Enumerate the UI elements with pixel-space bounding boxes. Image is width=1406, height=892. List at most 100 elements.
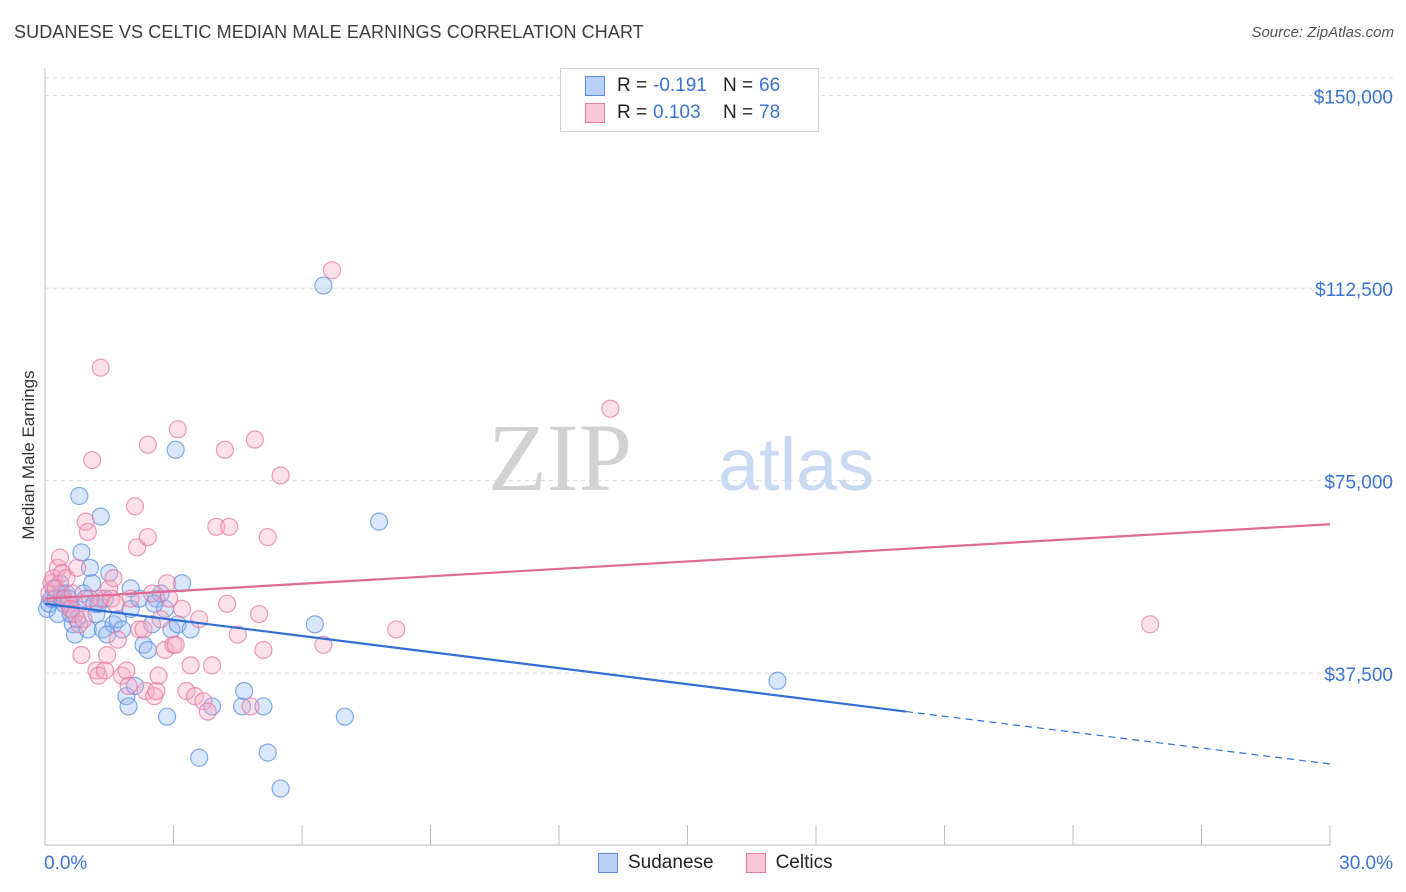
watermark: ZIP atlas	[488, 404, 874, 511]
data-point-celtics	[215, 440, 234, 459]
data-point-celtics	[157, 574, 177, 593]
data-point-celtics	[50, 548, 70, 567]
data-point-sudanese	[78, 620, 97, 639]
data-point-celtics	[72, 645, 91, 665]
x-tick-label: 0.0%	[44, 853, 87, 874]
data-point-celtics	[83, 450, 102, 470]
data-point-celtics	[198, 702, 217, 721]
series-legend: Sudanese Celtics	[598, 852, 865, 874]
data-point-celtics	[181, 656, 200, 675]
legend-r-value-celtics: 0.103	[653, 102, 701, 123]
data-point-sudanese	[235, 681, 254, 701]
data-point-sudanese	[80, 558, 100, 577]
data-point-celtics	[166, 635, 185, 654]
data-point-sudanese	[125, 676, 145, 695]
data-point-celtics	[172, 599, 192, 619]
data-point-sudanese	[768, 671, 787, 690]
data-point-sudanese	[83, 574, 102, 593]
data-point-celtics	[68, 558, 87, 577]
data-point-celtics	[155, 640, 175, 660]
data-point-celtics	[80, 589, 100, 608]
legend-r-value-sudanese: -0.191	[653, 75, 707, 96]
data-point-celtics	[147, 681, 166, 701]
data-point-sudanese	[72, 543, 91, 562]
legend-n-label: N =	[723, 75, 754, 96]
trend-line-extension-sudanese	[905, 710, 1331, 765]
axis-labels: Median Male Earnings $150,000 $112,500 $75…	[19, 88, 1393, 874]
data-point-celtics	[160, 589, 179, 608]
y-tick-label: $37,500	[1324, 665, 1393, 686]
data-point-sudanese	[271, 779, 290, 798]
data-point-celtics	[98, 645, 117, 665]
data-point-sudanese	[190, 748, 209, 767]
trend-line-celtics	[44, 523, 1331, 600]
data-point-sudanese	[314, 276, 333, 295]
series-legend-celtics[interactable]: Celtics	[745, 852, 833, 874]
data-point-sudanese	[370, 512, 389, 531]
data-point-celtics	[104, 569, 123, 588]
legend-swatch-celtics	[585, 103, 605, 123]
data-point-celtics	[207, 517, 226, 536]
y-axis-label: Median Male Earnings	[19, 370, 38, 539]
data-point-celtics	[245, 430, 264, 449]
data-point-celtics	[250, 604, 269, 624]
data-point-sudanese	[157, 707, 177, 726]
data-point-celtics	[134, 620, 153, 639]
watermark-atlas: atlas	[718, 423, 874, 506]
data-point-celtics	[95, 661, 115, 680]
series-legend-sudanese[interactable]: Sudanese	[598, 852, 714, 874]
legend-r-label: R =	[617, 75, 648, 96]
data-point-sudanese	[258, 743, 277, 762]
data-point-celtics	[314, 635, 333, 654]
data-point-sudanese	[305, 615, 324, 634]
data-point-sudanese	[335, 707, 354, 726]
data-point-celtics	[1140, 615, 1160, 634]
data-point-celtics	[217, 594, 237, 613]
data-point-celtics	[119, 676, 138, 695]
data-point-sudanese	[98, 625, 117, 644]
trend-line-sudanese	[44, 602, 907, 713]
data-point-celtics	[108, 630, 127, 649]
data-point-celtics	[63, 584, 82, 603]
data-point-celtics	[387, 620, 406, 639]
data-point-sudanese	[138, 640, 157, 660]
legend-r-label: R =	[617, 102, 648, 123]
data-point-celtics	[149, 666, 168, 685]
data-point-celtics	[74, 610, 93, 629]
data-point-celtics	[125, 497, 145, 516]
gridlines	[45, 77, 1393, 674]
y-tick-label: $75,000	[1324, 473, 1393, 494]
series-label-sudanese: Sudanese	[628, 852, 714, 873]
legend-row-sudanese: R = -0.191 N = 66	[585, 74, 780, 98]
data-point-celtics	[220, 517, 239, 536]
legend-n-value-sudanese: 66	[759, 75, 781, 96]
legend-n-label: N =	[723, 102, 754, 123]
data-point-celtics	[168, 420, 187, 439]
data-point-celtics	[65, 604, 85, 624]
series-swatch-sudanese	[598, 853, 618, 873]
data-point-celtics	[322, 261, 342, 280]
data-point-celtics	[254, 640, 273, 660]
data-point-celtics	[136, 681, 155, 701]
data-point-sudanese	[108, 610, 127, 629]
data-point-celtics	[130, 620, 149, 639]
data-points	[38, 261, 1160, 798]
axes	[44, 68, 1331, 846]
watermark-zip: ZIP	[488, 404, 632, 511]
data-point-celtics	[190, 610, 209, 629]
data-point-sudanese	[166, 440, 185, 459]
data-point-celtics	[194, 692, 213, 711]
legend-n-value-celtics: 78	[759, 102, 781, 123]
legend: R = -0.191 N = 66 R = 0.103 N = 78	[560, 68, 819, 132]
data-point-celtics	[271, 466, 290, 485]
y-tick-label: $112,500	[1315, 280, 1393, 301]
chart-title: SUDANESE VS CELTIC MEDIAN MALE EARNINGS …	[14, 22, 644, 42]
data-point-celtics	[78, 522, 97, 542]
trend-lines	[44, 523, 1331, 765]
data-point-celtics	[177, 681, 196, 701]
data-point-celtics	[117, 661, 136, 680]
data-point-celtics	[106, 594, 125, 613]
data-point-celtics	[138, 435, 157, 454]
legend-swatch-sudanese	[585, 76, 605, 96]
